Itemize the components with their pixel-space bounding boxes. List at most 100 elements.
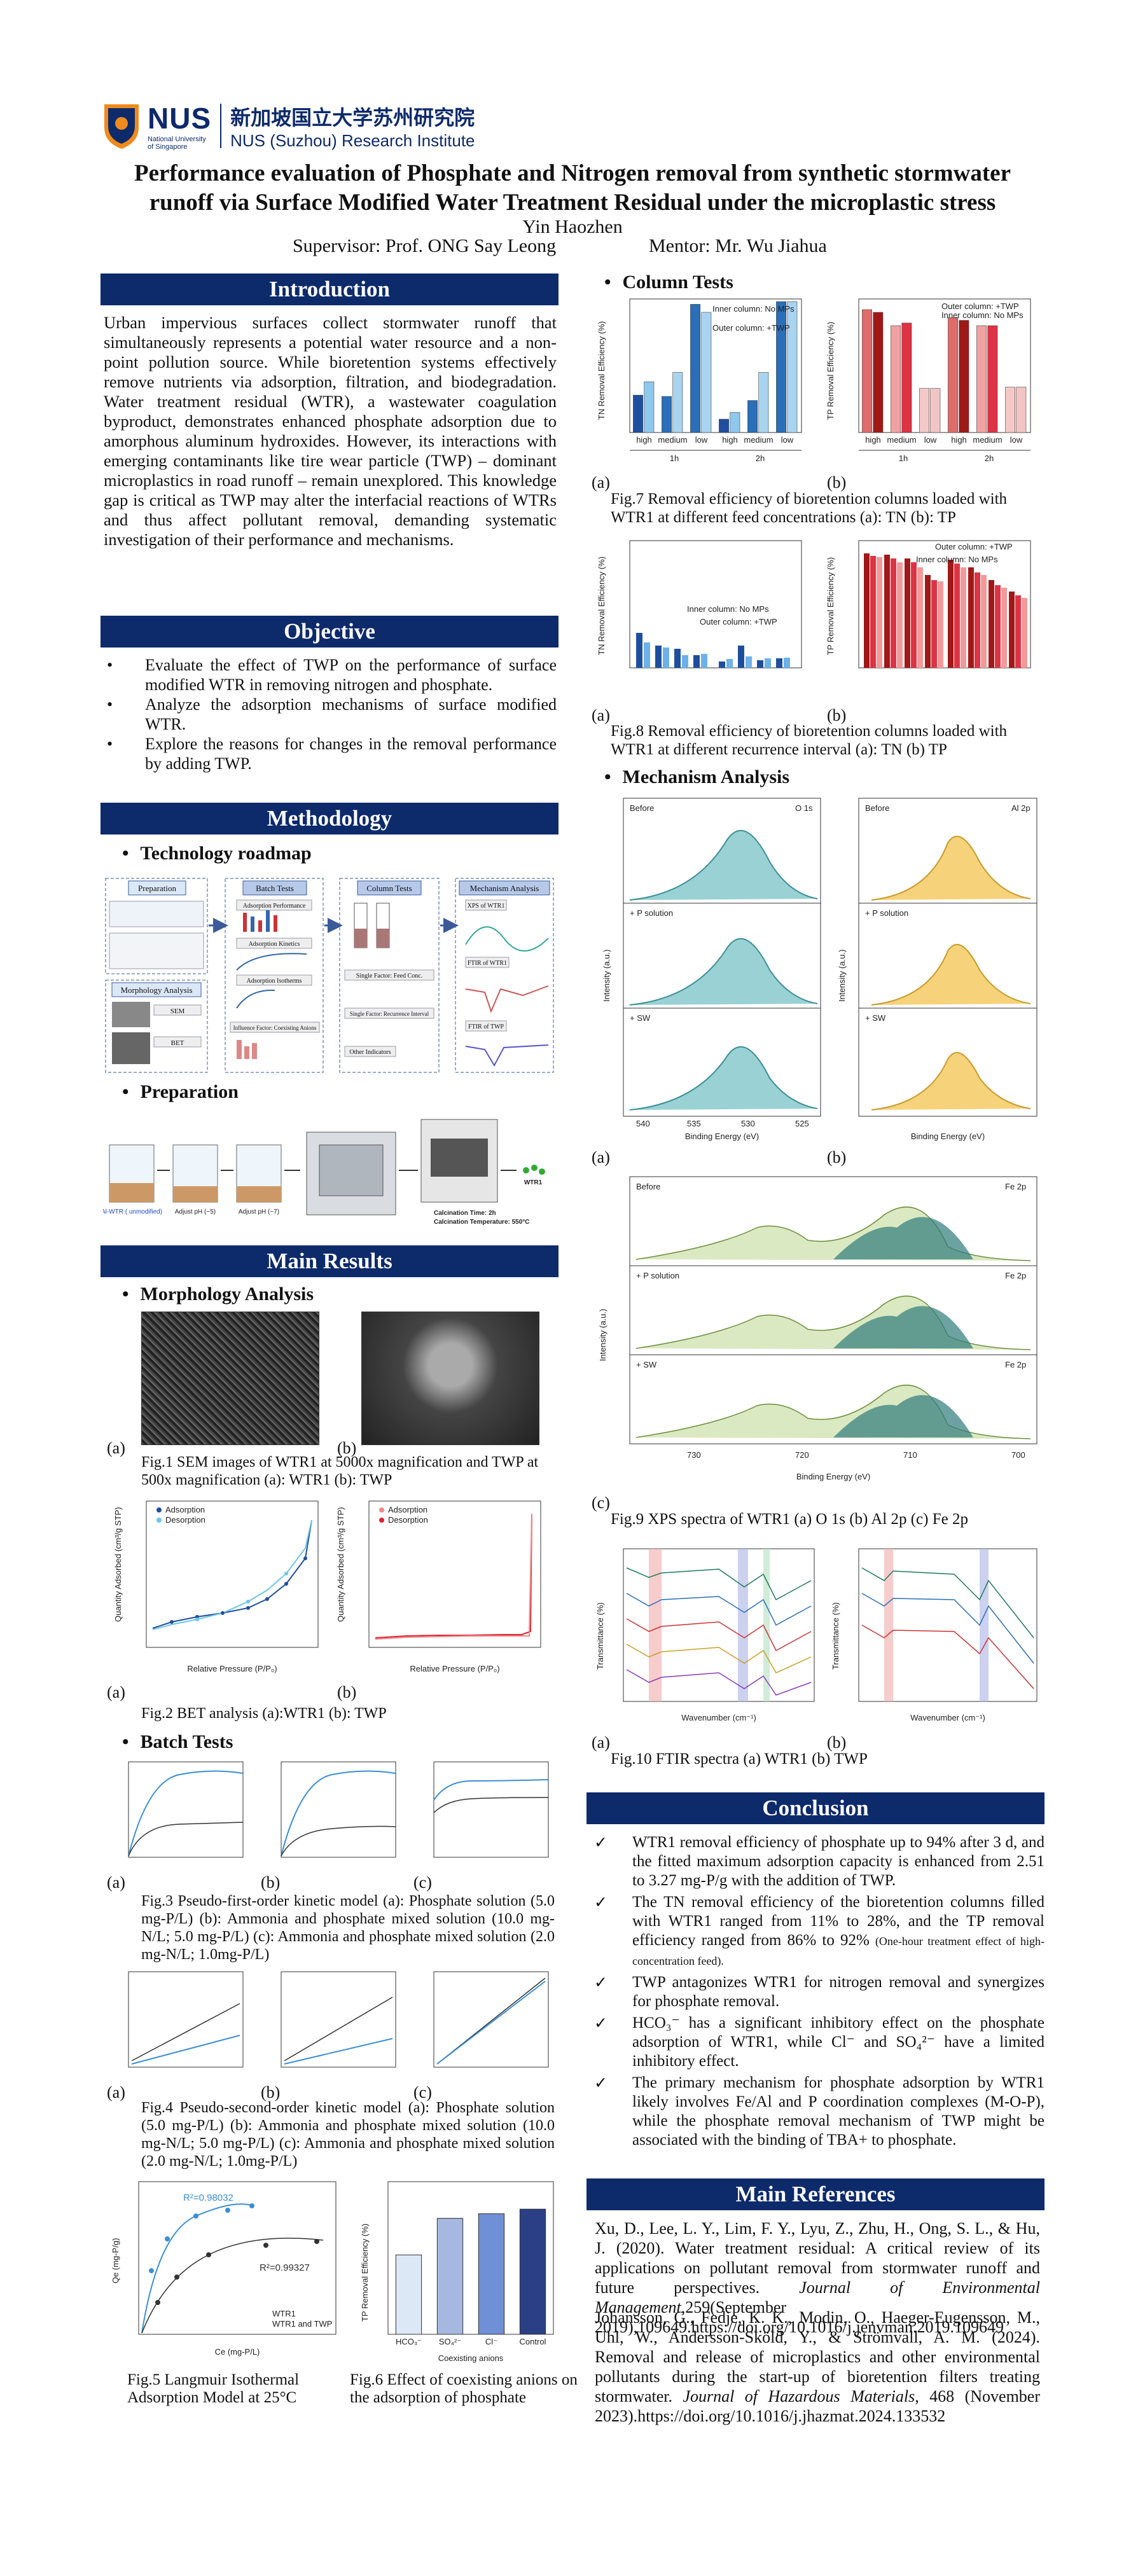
fig8-label-b: (b) xyxy=(827,706,847,724)
introduction-heading: Introduction xyxy=(101,274,559,305)
tick-label-2: low xyxy=(695,435,708,445)
bar-s0-1 xyxy=(891,325,901,433)
conclusion-item: HCO₃⁻ has a significant inhibitory effec… xyxy=(586,2014,1044,2071)
tick-label-3: high xyxy=(951,435,967,445)
prep-label-ph7: Adjust pH (~7) xyxy=(239,1208,279,1215)
xps-c-fe2p-1: Fe 2p xyxy=(1005,1182,1026,1191)
tick-label-1: medium xyxy=(887,435,916,445)
conclusion-item: TWP antagonizes WTR1 for nitrogen remova… xyxy=(586,1973,1044,2011)
coexisting-anions-chart: Coexisting anions TP Removal Efficiency … xyxy=(356,2175,566,2366)
conclusion-item-2-note: (One-hour treatment effect of high-conce… xyxy=(632,1935,1044,1967)
title-line-1: Performance evaluation of Phosphate and … xyxy=(134,160,1011,186)
preparation-subheading: Preparation xyxy=(122,1081,239,1103)
preparation-figure: Al-WTR ( unmodified) Adjust pH (~5) Adju… xyxy=(101,1107,556,1234)
fig3-label-a: (a) xyxy=(107,1873,125,1892)
tick-label-0: high xyxy=(636,435,652,445)
conclusion-item: The TN removal efficiency of the biorete… xyxy=(586,1893,1044,1970)
fig7b-time-2h: 2h xyxy=(985,454,994,463)
roadmap-ftir-twp: FTIR of TWP xyxy=(468,1023,504,1030)
roadmap-morphology: Morphology Analysis xyxy=(120,985,192,995)
bar-s1-3 xyxy=(959,320,969,433)
prep-label-wtr1: WTR1 xyxy=(524,1179,543,1186)
bar-s1-3 xyxy=(730,412,740,433)
xps-b-al2p: Al 2p xyxy=(1011,803,1030,813)
roadmap-adsorption-performance: Adsorption Performance xyxy=(243,903,306,910)
bet-chart-wtr1: Relative Pressure (P/P₀) Quantity Adsorb… xyxy=(108,1495,324,1679)
fig9-label-c: (c) xyxy=(592,1493,610,1512)
langmuir-chart: Ce (mg-P/L) Qe (mg-P/g) R²=0.98032 R²=0.… xyxy=(107,2175,349,2360)
bet-legend-ads-a: Adsorption xyxy=(165,1505,205,1514)
fig7-tn-chart: TN Removal Efficiency (%) high medium low h… xyxy=(592,293,808,471)
fig3-charts xyxy=(103,1755,556,1870)
ftir-a-y: Transmittance (%) xyxy=(595,1602,605,1670)
fig10-caption: Fig.10 FTIR spectra (a) WTR1 (b) TWP xyxy=(611,1750,868,1768)
bar-1 xyxy=(436,2218,464,2335)
sem-image-twp xyxy=(361,1312,539,1445)
methodology-heading: Methodology xyxy=(101,803,559,834)
fig5-x-label: Ce (mg-P/L) xyxy=(215,2347,260,2357)
technology-roadmap-figure: Preparation Morphology Analysis SEM BET … xyxy=(103,875,556,1075)
fig8-caption: Fig.8 Removal efficiency of bioretention… xyxy=(611,723,1008,758)
fig8-tp-y: TP Removal Efficiency (%) xyxy=(826,557,835,655)
xps-b-before: Before xyxy=(865,803,889,813)
tick-label-3: Control xyxy=(520,2337,546,2346)
fig7b-legend-outer: Outer column: +TWP xyxy=(941,301,1019,311)
author: Yin Haozhen xyxy=(522,216,623,237)
bar-s1-1 xyxy=(672,372,683,433)
ftir-b-x: Wavenumber (cm⁻¹) xyxy=(910,1713,985,1722)
bet-y-label-a: Quantity Adsorbed (cm³/g STP) xyxy=(113,1507,123,1622)
xps-b-sw: + SW xyxy=(865,1013,886,1023)
xps-c-tick-3: 710 xyxy=(903,1450,917,1460)
ref2-doi: , 468 (November 2023).https://doi.org/10… xyxy=(595,2387,1040,2425)
xps-c-tick-2: 720 xyxy=(795,1450,809,1460)
tick-label-1: SO₄²⁻ xyxy=(439,2337,461,2346)
prep-label-ph5: Adjust pH (~5) xyxy=(175,1208,216,1215)
roadmap-box-column: Column Tests xyxy=(366,883,412,893)
bar-s1-4 xyxy=(758,372,769,433)
fig2-label-a: (a) xyxy=(107,1683,125,1701)
bet-legend-ads-b: Adsorption xyxy=(388,1505,427,1514)
fig5-caption-2: Adsorption Model at 25°C xyxy=(127,2389,297,2406)
logo-nus-text: NUS xyxy=(148,102,212,135)
fig8-label-a: (a) xyxy=(592,706,610,724)
xps-fe2p-chart: Before + P solution + SW Fe 2p Fe 2p Fe … xyxy=(592,1170,1043,1488)
bet-x-label-a: Relative Pressure (P/P₀) xyxy=(187,1664,277,1673)
xps-c-y: Intensity (a.u.) xyxy=(598,1309,607,1361)
fig7b-legend-inner: Inner column: No MPs xyxy=(941,310,1024,320)
main-results-heading: Main Results xyxy=(101,1245,559,1277)
fig10-label-b: (b) xyxy=(827,1733,847,1752)
xps-c-tick-1: 730 xyxy=(687,1450,701,1460)
fig1-caption: Fig.1 SEM images of WTR1 at 5000x magnif… xyxy=(141,1454,539,1488)
bet-legend-des-b: Desorption xyxy=(388,1515,428,1525)
fig7-legend-inner: Inner column: No MPs xyxy=(712,304,795,314)
fig1-label-b: (b) xyxy=(337,1439,357,1457)
batch-subheading: Batch Tests xyxy=(122,1731,233,1753)
fig9-caption: Fig.9 XPS spectra of WTR1 (a) O 1s (b) A… xyxy=(611,1511,968,1528)
tick-label-4: medium xyxy=(973,435,1002,445)
fig4-label-c: (c) xyxy=(413,2083,432,2102)
fig6-caption-1: Fig.6 Effect of coexisting anions on xyxy=(350,2371,578,2388)
fig4-label-b: (b) xyxy=(261,2083,281,2102)
xps-a-sw: + SW xyxy=(630,1013,651,1023)
objective-list: Evaluate the effect of TWP on the perfor… xyxy=(107,655,557,773)
fig6-caption-2: the adsorption of phosphate xyxy=(350,2389,527,2406)
xps-a-tick-1: 540 xyxy=(636,1119,650,1128)
fig7b-time-1h: 1h xyxy=(899,454,908,463)
ref1-doi: ,259(September 2019),109649.https://doi.… xyxy=(595,2298,1004,2336)
prep-label-temp: Calcination Temperature: 550°C xyxy=(434,1219,530,1226)
fig2-label-b: (b) xyxy=(337,1683,357,1701)
fig8-tn-chart: TN Removal Efficiency (%) Inner column: … xyxy=(592,534,808,700)
bar-s1-5 xyxy=(787,301,798,433)
fig9-label-a: (a) xyxy=(592,1148,610,1167)
bar-s0-1 xyxy=(662,396,672,433)
bar-s0-2 xyxy=(919,388,929,433)
xps-a-tick-4: 525 xyxy=(795,1119,809,1128)
mechanism-subheading: Mechanism Analysis xyxy=(604,766,790,788)
fig7-tn-y: TN Removal Efficiency (%) xyxy=(597,321,606,420)
supervisor: Supervisor: Prof. ONG Say Leong xyxy=(293,235,557,256)
fig5-caption-1: Fig.5 Langmuir Isothermal xyxy=(127,2371,300,2388)
ref2-journal: Journal of Hazardous Materials xyxy=(683,2387,915,2406)
fig8-tn-y: TN Removal Efficiency (%) xyxy=(597,557,606,655)
bar-s0-4 xyxy=(976,325,987,433)
fig8b-legend-outer: Outer column: +TWP xyxy=(935,542,1013,551)
